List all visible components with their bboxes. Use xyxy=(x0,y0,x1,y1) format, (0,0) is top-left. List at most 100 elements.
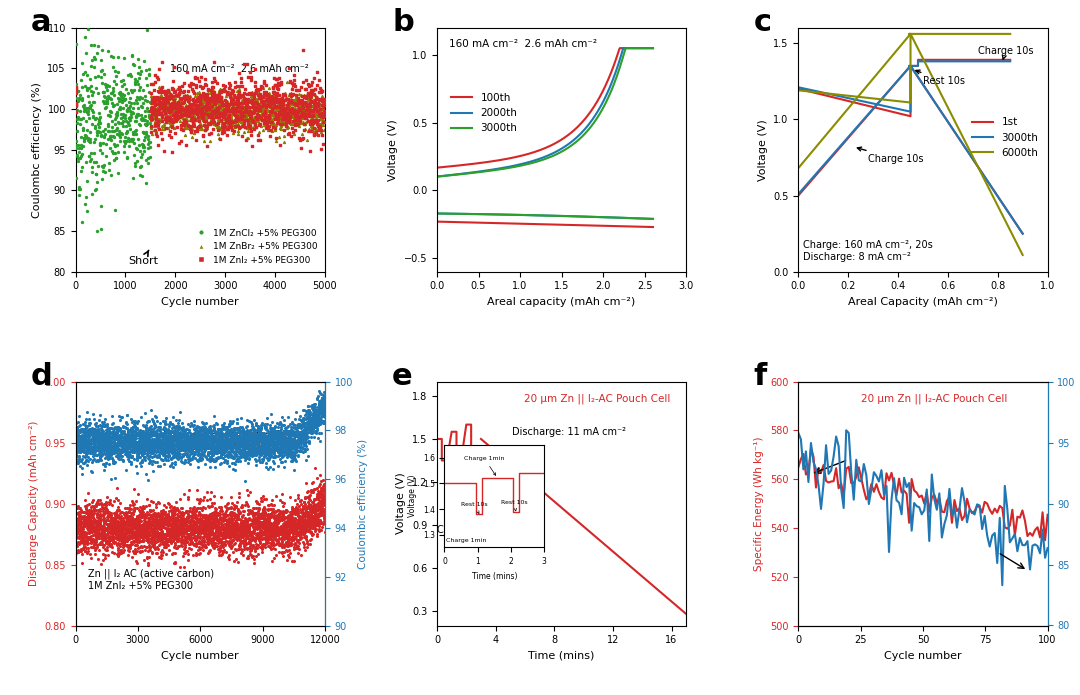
Point xyxy=(199,99,216,110)
Point xyxy=(165,427,183,439)
Point xyxy=(192,525,210,536)
Point xyxy=(76,516,93,527)
Point xyxy=(107,508,124,519)
Point xyxy=(154,416,172,427)
Point xyxy=(306,97,323,108)
Point xyxy=(130,523,147,534)
Point xyxy=(280,432,297,443)
Point xyxy=(213,93,230,104)
Point xyxy=(161,526,178,537)
Point xyxy=(76,133,93,144)
Point xyxy=(245,524,262,535)
Point xyxy=(294,431,311,442)
Point xyxy=(126,543,144,554)
Point xyxy=(191,509,208,521)
Point xyxy=(120,514,137,525)
Point xyxy=(192,439,210,450)
Point xyxy=(157,418,174,430)
Point xyxy=(187,434,204,445)
Point xyxy=(131,436,148,448)
Point xyxy=(285,104,302,115)
Point xyxy=(208,429,226,440)
Point xyxy=(153,445,171,457)
Point xyxy=(246,445,264,456)
Point xyxy=(188,521,205,532)
Point xyxy=(257,438,274,449)
Point xyxy=(298,514,315,525)
Point xyxy=(315,99,333,111)
Point xyxy=(84,530,102,541)
Point xyxy=(262,503,280,514)
Point xyxy=(225,519,242,530)
Point xyxy=(78,437,95,448)
Point xyxy=(293,95,310,106)
Point xyxy=(227,113,244,124)
Point xyxy=(213,111,230,122)
Point xyxy=(171,493,188,505)
Point xyxy=(249,507,267,518)
Point xyxy=(154,450,172,461)
Point xyxy=(309,393,326,404)
Point xyxy=(145,507,162,518)
Point xyxy=(301,92,319,104)
Point xyxy=(122,439,139,450)
Point xyxy=(109,122,126,133)
Point xyxy=(313,114,330,125)
Point xyxy=(139,417,157,428)
Point xyxy=(212,92,229,103)
Point xyxy=(312,84,329,95)
Point xyxy=(241,442,258,453)
Point xyxy=(315,109,333,120)
Point xyxy=(211,525,228,537)
Point xyxy=(271,539,288,550)
Point xyxy=(82,418,99,429)
Point xyxy=(124,441,141,452)
Point xyxy=(229,534,246,546)
Point xyxy=(76,133,93,145)
Point xyxy=(218,434,235,445)
Point xyxy=(312,407,329,418)
Point xyxy=(164,516,181,528)
Point xyxy=(165,507,183,518)
Point xyxy=(181,108,199,119)
Point xyxy=(125,443,143,455)
Point xyxy=(145,428,162,439)
Point xyxy=(247,429,265,440)
Point xyxy=(141,545,159,556)
Point xyxy=(267,439,284,450)
Point xyxy=(225,127,242,138)
Point xyxy=(181,514,199,525)
Point xyxy=(235,435,253,446)
Point xyxy=(85,535,103,546)
Point xyxy=(105,440,122,451)
Point xyxy=(313,500,330,512)
Point xyxy=(233,525,251,537)
Point xyxy=(208,440,226,451)
Point xyxy=(305,507,322,518)
Point xyxy=(213,550,230,561)
Point xyxy=(200,439,217,450)
Point xyxy=(132,434,149,445)
Point xyxy=(244,448,261,459)
Point xyxy=(129,415,146,426)
Point xyxy=(212,525,229,536)
Point xyxy=(217,101,234,113)
Point xyxy=(245,553,262,564)
Point xyxy=(229,437,246,448)
Point xyxy=(149,450,166,461)
Point xyxy=(99,520,117,531)
Point xyxy=(123,530,140,541)
Point xyxy=(249,445,267,457)
Point xyxy=(228,512,245,523)
Point xyxy=(140,506,158,517)
Point xyxy=(99,427,117,439)
Point xyxy=(307,99,324,110)
Point xyxy=(220,430,238,441)
Point xyxy=(189,425,206,436)
Point xyxy=(197,421,214,432)
Point xyxy=(267,437,284,448)
Point xyxy=(152,442,170,453)
Point xyxy=(219,527,237,538)
Point xyxy=(207,433,225,444)
Point xyxy=(200,84,217,95)
